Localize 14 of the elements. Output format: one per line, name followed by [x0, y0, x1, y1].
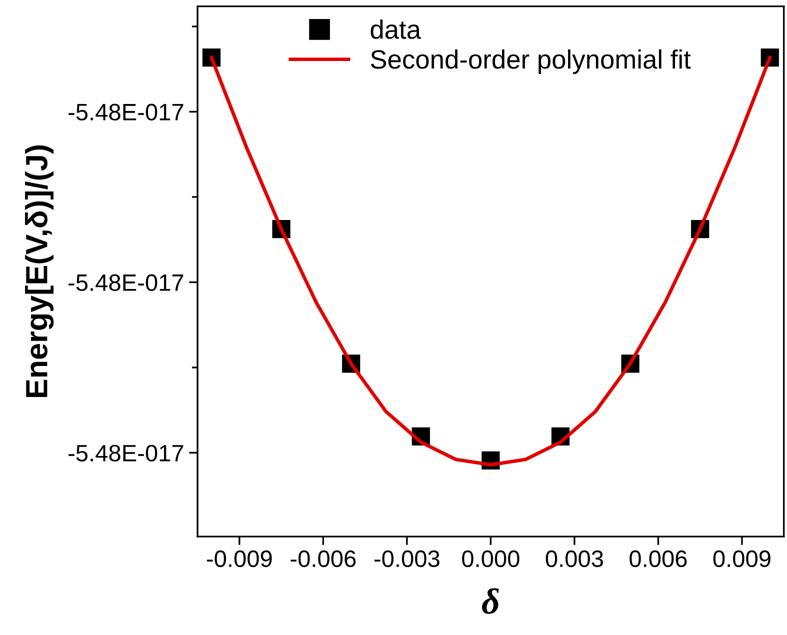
- legend-label: data: [370, 20, 422, 39]
- legend-label: Second-order polynomial fit: [370, 49, 691, 74]
- x-tick-label: -0.003: [374, 550, 440, 568]
- y-axis-title: Energy[E(V,δ)]/(J): [25, 145, 54, 397]
- x-tick-label: 0.006: [630, 550, 687, 568]
- x-axis-title: δ: [482, 588, 499, 614]
- text: -5.48E-017: [68, 444, 184, 462]
- x-tick-label: 0.003: [546, 550, 603, 568]
- x-tick-label: 0.000: [462, 550, 520, 568]
- x-tick-label: 0.009: [713, 550, 770, 568]
- x-tick-label: -0.009: [206, 550, 272, 568]
- text: -5.48E-017: [68, 104, 184, 121]
- x-tick-label: -0.006: [290, 550, 356, 568]
- text: -5.48E-017: [68, 274, 184, 292]
